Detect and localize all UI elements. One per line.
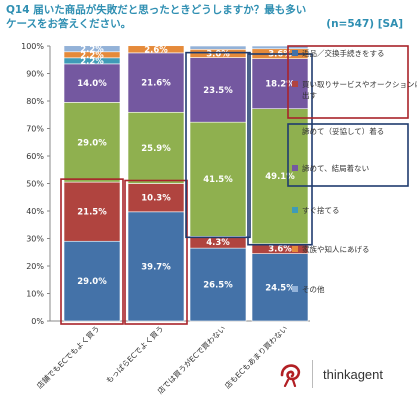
- data-label: 21.6%: [141, 79, 171, 89]
- chart-title: Q14 届いた商品が失敗だと思ったときどうしますか？最も多い ケースをお答えくだ…: [6, 3, 411, 31]
- brand-logo: thinkagent: [278, 360, 383, 388]
- bar-segment: [251, 45, 309, 50]
- bar-segment: [127, 52, 185, 113]
- legend-swatch: [292, 165, 298, 171]
- y-tick-label: 50%: [26, 180, 44, 189]
- data-label: 2.2%: [80, 51, 104, 61]
- legend-label: 返品／交換手続きをする: [302, 48, 385, 58]
- legend-highlight-box: [287, 123, 409, 187]
- data-label: 18.2%: [265, 80, 295, 90]
- data-label: 29.0%: [77, 138, 107, 148]
- bar-segment: [127, 111, 185, 184]
- legend-label: その他: [302, 284, 325, 294]
- thinkagent-logo-icon: [280, 364, 301, 387]
- highlight-box: [124, 179, 188, 325]
- y-tick-label: 90%: [26, 70, 44, 79]
- data-label: 3.6%: [268, 245, 292, 255]
- highlight-box: [247, 53, 313, 246]
- legend-swatch: [292, 50, 298, 56]
- legend-label: 家族や知人にあげる: [302, 244, 370, 254]
- y-tick-label: 0%: [31, 317, 44, 326]
- legend-label: すぐ捨てる: [302, 205, 340, 215]
- legend-label: 買い取りサービスやオークションに: [302, 80, 417, 89]
- legend-swatch: [292, 246, 298, 252]
- bar-segment: [63, 63, 121, 103]
- category-label: 店舗でもECでもよく買う: [34, 323, 101, 390]
- data-label: 2.2%: [80, 45, 104, 55]
- y-tick-label: 70%: [26, 125, 44, 134]
- data-label: 4.3%: [206, 238, 230, 248]
- data-label: 39.7%: [141, 262, 171, 272]
- title-line-2: ケースをお答えください。: [6, 18, 132, 30]
- y-tick-label: 20%: [26, 262, 44, 271]
- bar-segment: [189, 57, 247, 123]
- legend-label: 諦めて、結局着ない: [302, 163, 369, 173]
- data-label: 2.2%: [80, 57, 104, 67]
- bar-segment: [127, 183, 185, 213]
- category-label: 店では買うがECで買わない: [155, 323, 227, 395]
- data-label: 14.0%: [77, 79, 107, 89]
- legend-swatch: [292, 81, 298, 87]
- data-label: 2.6%: [144, 45, 168, 55]
- data-label: 10.3%: [141, 194, 171, 204]
- legend-label: 出す: [302, 90, 317, 100]
- y-tick-label: 40%: [26, 207, 44, 216]
- bar-segment: [63, 45, 121, 53]
- data-label: 26.5%: [203, 281, 233, 291]
- data-label: 3.0%: [206, 49, 230, 59]
- legend-swatch: [292, 286, 298, 292]
- legend-highlight-box: [287, 45, 409, 119]
- y-tick-label: 100%: [21, 42, 44, 51]
- bar-segment: [251, 58, 309, 110]
- title-line-1: Q14 届いた商品が失敗だと思ったときどうしますか？最も多い: [6, 4, 307, 16]
- data-label: 21.5%: [77, 208, 107, 218]
- sample-note: (n=547) [SA]: [326, 18, 403, 30]
- bar-segment: [127, 45, 185, 54]
- data-label: 41.5%: [203, 175, 233, 185]
- bar-segment: [189, 247, 247, 322]
- brand-name: thinkagent: [323, 366, 383, 382]
- highlight-box: [185, 51, 251, 239]
- y-tick-label: 80%: [26, 97, 44, 106]
- legend-swatch: [292, 207, 298, 213]
- data-label: 25.9%: [141, 144, 171, 154]
- y-tick-label: 30%: [26, 235, 44, 244]
- bar-segment: [189, 45, 247, 50]
- data-label: 49.1%: [265, 172, 295, 182]
- legend-swatch: [292, 128, 298, 134]
- logo-separator: [312, 360, 313, 388]
- y-tick-label: 60%: [26, 152, 44, 161]
- bar-segment: [251, 253, 309, 322]
- bar-segment: [251, 108, 309, 245]
- bar-segment: [189, 121, 247, 237]
- legend-label: 諦めて（妥協して）着る: [302, 126, 384, 136]
- category-label: もっぱらECでよく買う: [104, 324, 165, 385]
- data-label: 24.5%: [265, 283, 295, 293]
- data-label: 29.0%: [77, 277, 107, 287]
- y-tick-label: 10%: [26, 290, 44, 299]
- highlight-box: [60, 178, 124, 325]
- data-label: 23.5%: [203, 86, 233, 96]
